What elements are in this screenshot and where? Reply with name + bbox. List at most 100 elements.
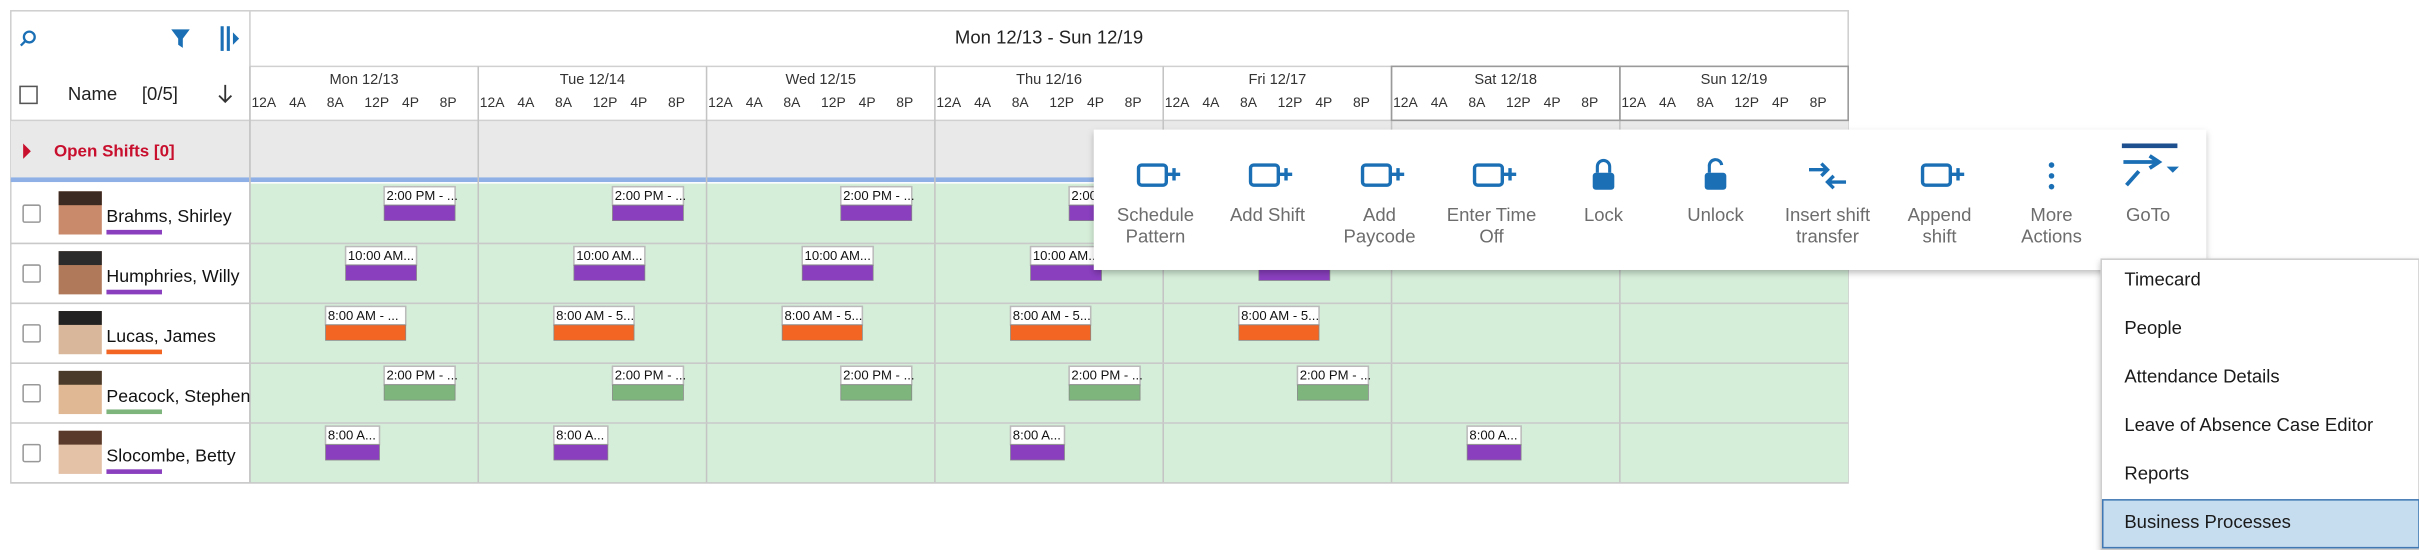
- row-checkbox[interactable]: [22, 324, 41, 343]
- menu-item[interactable]: Timecard: [2124, 269, 2200, 290]
- action-button[interactable]: Add Shift: [1230, 163, 1305, 225]
- action-label[interactable]: Append: [1908, 204, 1972, 225]
- shift-bar[interactable]: [553, 444, 609, 461]
- shift-bar[interactable]: [781, 324, 863, 341]
- shift-label[interactable]: 2:00 PM - ...: [1071, 368, 1142, 383]
- shift-label[interactable]: 2:00 PM - ...: [386, 188, 457, 203]
- shift-label[interactable]: 2:00 PM - ...: [615, 188, 686, 203]
- action-button[interactable]: Unlock: [1687, 158, 1745, 225]
- action-label[interactable]: GoTo: [2126, 204, 2170, 225]
- action-label[interactable]: Insert shift: [1785, 204, 1870, 225]
- hour-label: 8P: [1125, 94, 1142, 110]
- shift-label[interactable]: 8:00 AM - 5...: [1241, 308, 1319, 323]
- shift-label[interactable]: 8:00 AM - ...: [328, 308, 399, 323]
- action-button[interactable]: GoTo: [2121, 143, 2179, 225]
- row-checkbox[interactable]: [22, 443, 41, 463]
- employee-name[interactable]: Lucas, James: [106, 326, 216, 346]
- shift-label[interactable]: 10:00 AM...: [805, 248, 871, 263]
- action-label[interactable]: Enter Time: [1447, 204, 1536, 225]
- action-label[interactable]: Add: [1363, 204, 1396, 225]
- shift-bar[interactable]: [1238, 324, 1320, 341]
- shift-bar[interactable]: [612, 204, 684, 222]
- row-checkbox[interactable]: [22, 204, 41, 223]
- action-label[interactable]: Add Shift: [1230, 204, 1305, 225]
- open-shifts-label[interactable]: Open Shifts [0]: [54, 141, 175, 160]
- action-label[interactable]: Pattern: [1126, 225, 1186, 246]
- name-header[interactable]: Name: [68, 83, 117, 104]
- action-label[interactable]: transfer: [1796, 225, 1859, 246]
- open-shifts-divider: [10, 177, 1849, 183]
- action-button[interactable]: Lock: [1584, 158, 1624, 225]
- shift-label[interactable]: 8:00 A...: [1469, 428, 1517, 443]
- shift-bar[interactable]: [1297, 384, 1369, 401]
- row-checkbox[interactable]: [22, 383, 41, 403]
- employee-name[interactable]: Humphries, Willy: [106, 266, 239, 286]
- shift-label[interactable]: 8:00 A...: [556, 428, 604, 443]
- shift-label[interactable]: 2:00 PM - ...: [386, 368, 457, 383]
- shift-bar[interactable]: [1030, 264, 1102, 281]
- shift-bar[interactable]: [325, 444, 380, 461]
- shift-bar[interactable]: [1010, 324, 1092, 341]
- shift-bar[interactable]: [345, 264, 417, 281]
- shift-label[interactable]: 2:00 PM - ...: [843, 368, 914, 383]
- action-icon: [2121, 143, 2178, 149]
- row-checkbox[interactable]: [22, 264, 41, 283]
- menu-item[interactable]: Leave of Absence Case Editor: [2124, 414, 2373, 435]
- shift-bar[interactable]: [553, 324, 635, 341]
- action-label[interactable]: Actions: [2021, 225, 2082, 246]
- shift-bar[interactable]: [383, 204, 456, 222]
- menu-item[interactable]: Reports: [2124, 462, 2189, 483]
- menu-item[interactable]: People: [2124, 317, 2182, 338]
- action-label[interactable]: Paycode: [1344, 225, 1416, 246]
- menu-item[interactable]: Attendance Details: [2124, 366, 2279, 387]
- shift-bar[interactable]: [383, 384, 456, 401]
- columns-icon[interactable]: [220, 26, 240, 51]
- action-label[interactable]: Off: [1479, 225, 1504, 246]
- shift-label[interactable]: 8:00 AM - 5...: [556, 308, 634, 323]
- action-label[interactable]: Unlock: [1687, 204, 1744, 225]
- shift-bar[interactable]: [612, 384, 684, 401]
- shift-label[interactable]: 10:00 AM...: [348, 248, 414, 263]
- menu-item-selected: [2101, 499, 2419, 549]
- hour-label: 12A: [1393, 94, 1418, 110]
- shift-bar[interactable]: [840, 204, 913, 222]
- hour-label: 12P: [1506, 94, 1531, 110]
- employee-name[interactable]: Brahms, Shirley: [106, 206, 231, 226]
- expand-arrow[interactable]: [23, 143, 31, 159]
- shift-bar[interactable]: [1068, 384, 1141, 401]
- shift-bar[interactable]: [840, 384, 913, 401]
- shift-label[interactable]: 10:00 AM...: [576, 248, 642, 263]
- action-label[interactable]: Schedule: [1117, 204, 1194, 225]
- sort-icon[interactable]: [218, 84, 233, 104]
- shift-label[interactable]: 8:00 A...: [328, 428, 376, 443]
- shift-bar[interactable]: [1466, 444, 1522, 461]
- employee-name[interactable]: Peacock, Stephen: [106, 386, 250, 406]
- shift-bar[interactable]: [1010, 444, 1065, 461]
- filter-icon[interactable]: [171, 29, 190, 48]
- action-label[interactable]: shift: [1923, 225, 1957, 246]
- menu-item[interactable]: Business Processes: [2124, 511, 2291, 532]
- shift-label[interactable]: 10:00 AM...: [1033, 248, 1099, 263]
- shift-label[interactable]: 8:00 AM - 5...: [784, 308, 862, 323]
- hour-label: 8P: [896, 94, 913, 110]
- action-label[interactable]: More: [2030, 204, 2072, 225]
- search-icon[interactable]: [20, 30, 36, 47]
- shift-label[interactable]: 8:00 A...: [1013, 428, 1061, 443]
- shift-label[interactable]: 8:00 AM - 5...: [1013, 308, 1091, 323]
- shift-label[interactable]: 2:00 PM - ...: [615, 368, 686, 383]
- shift-label[interactable]: 2:00 PM - ...: [1300, 368, 1371, 383]
- shift-label[interactable]: 2:00 PM - ...: [843, 188, 914, 203]
- shift-bar[interactable]: [801, 264, 874, 281]
- select-all-checkbox[interactable]: [19, 85, 38, 105]
- shift-bar[interactable]: [325, 324, 407, 341]
- action-label[interactable]: Lock: [1584, 204, 1624, 225]
- day-label: Sat 12/18: [1474, 72, 1537, 88]
- shift-bar[interactable]: [573, 264, 646, 281]
- employee-name[interactable]: Slocombe, Betty: [106, 446, 235, 466]
